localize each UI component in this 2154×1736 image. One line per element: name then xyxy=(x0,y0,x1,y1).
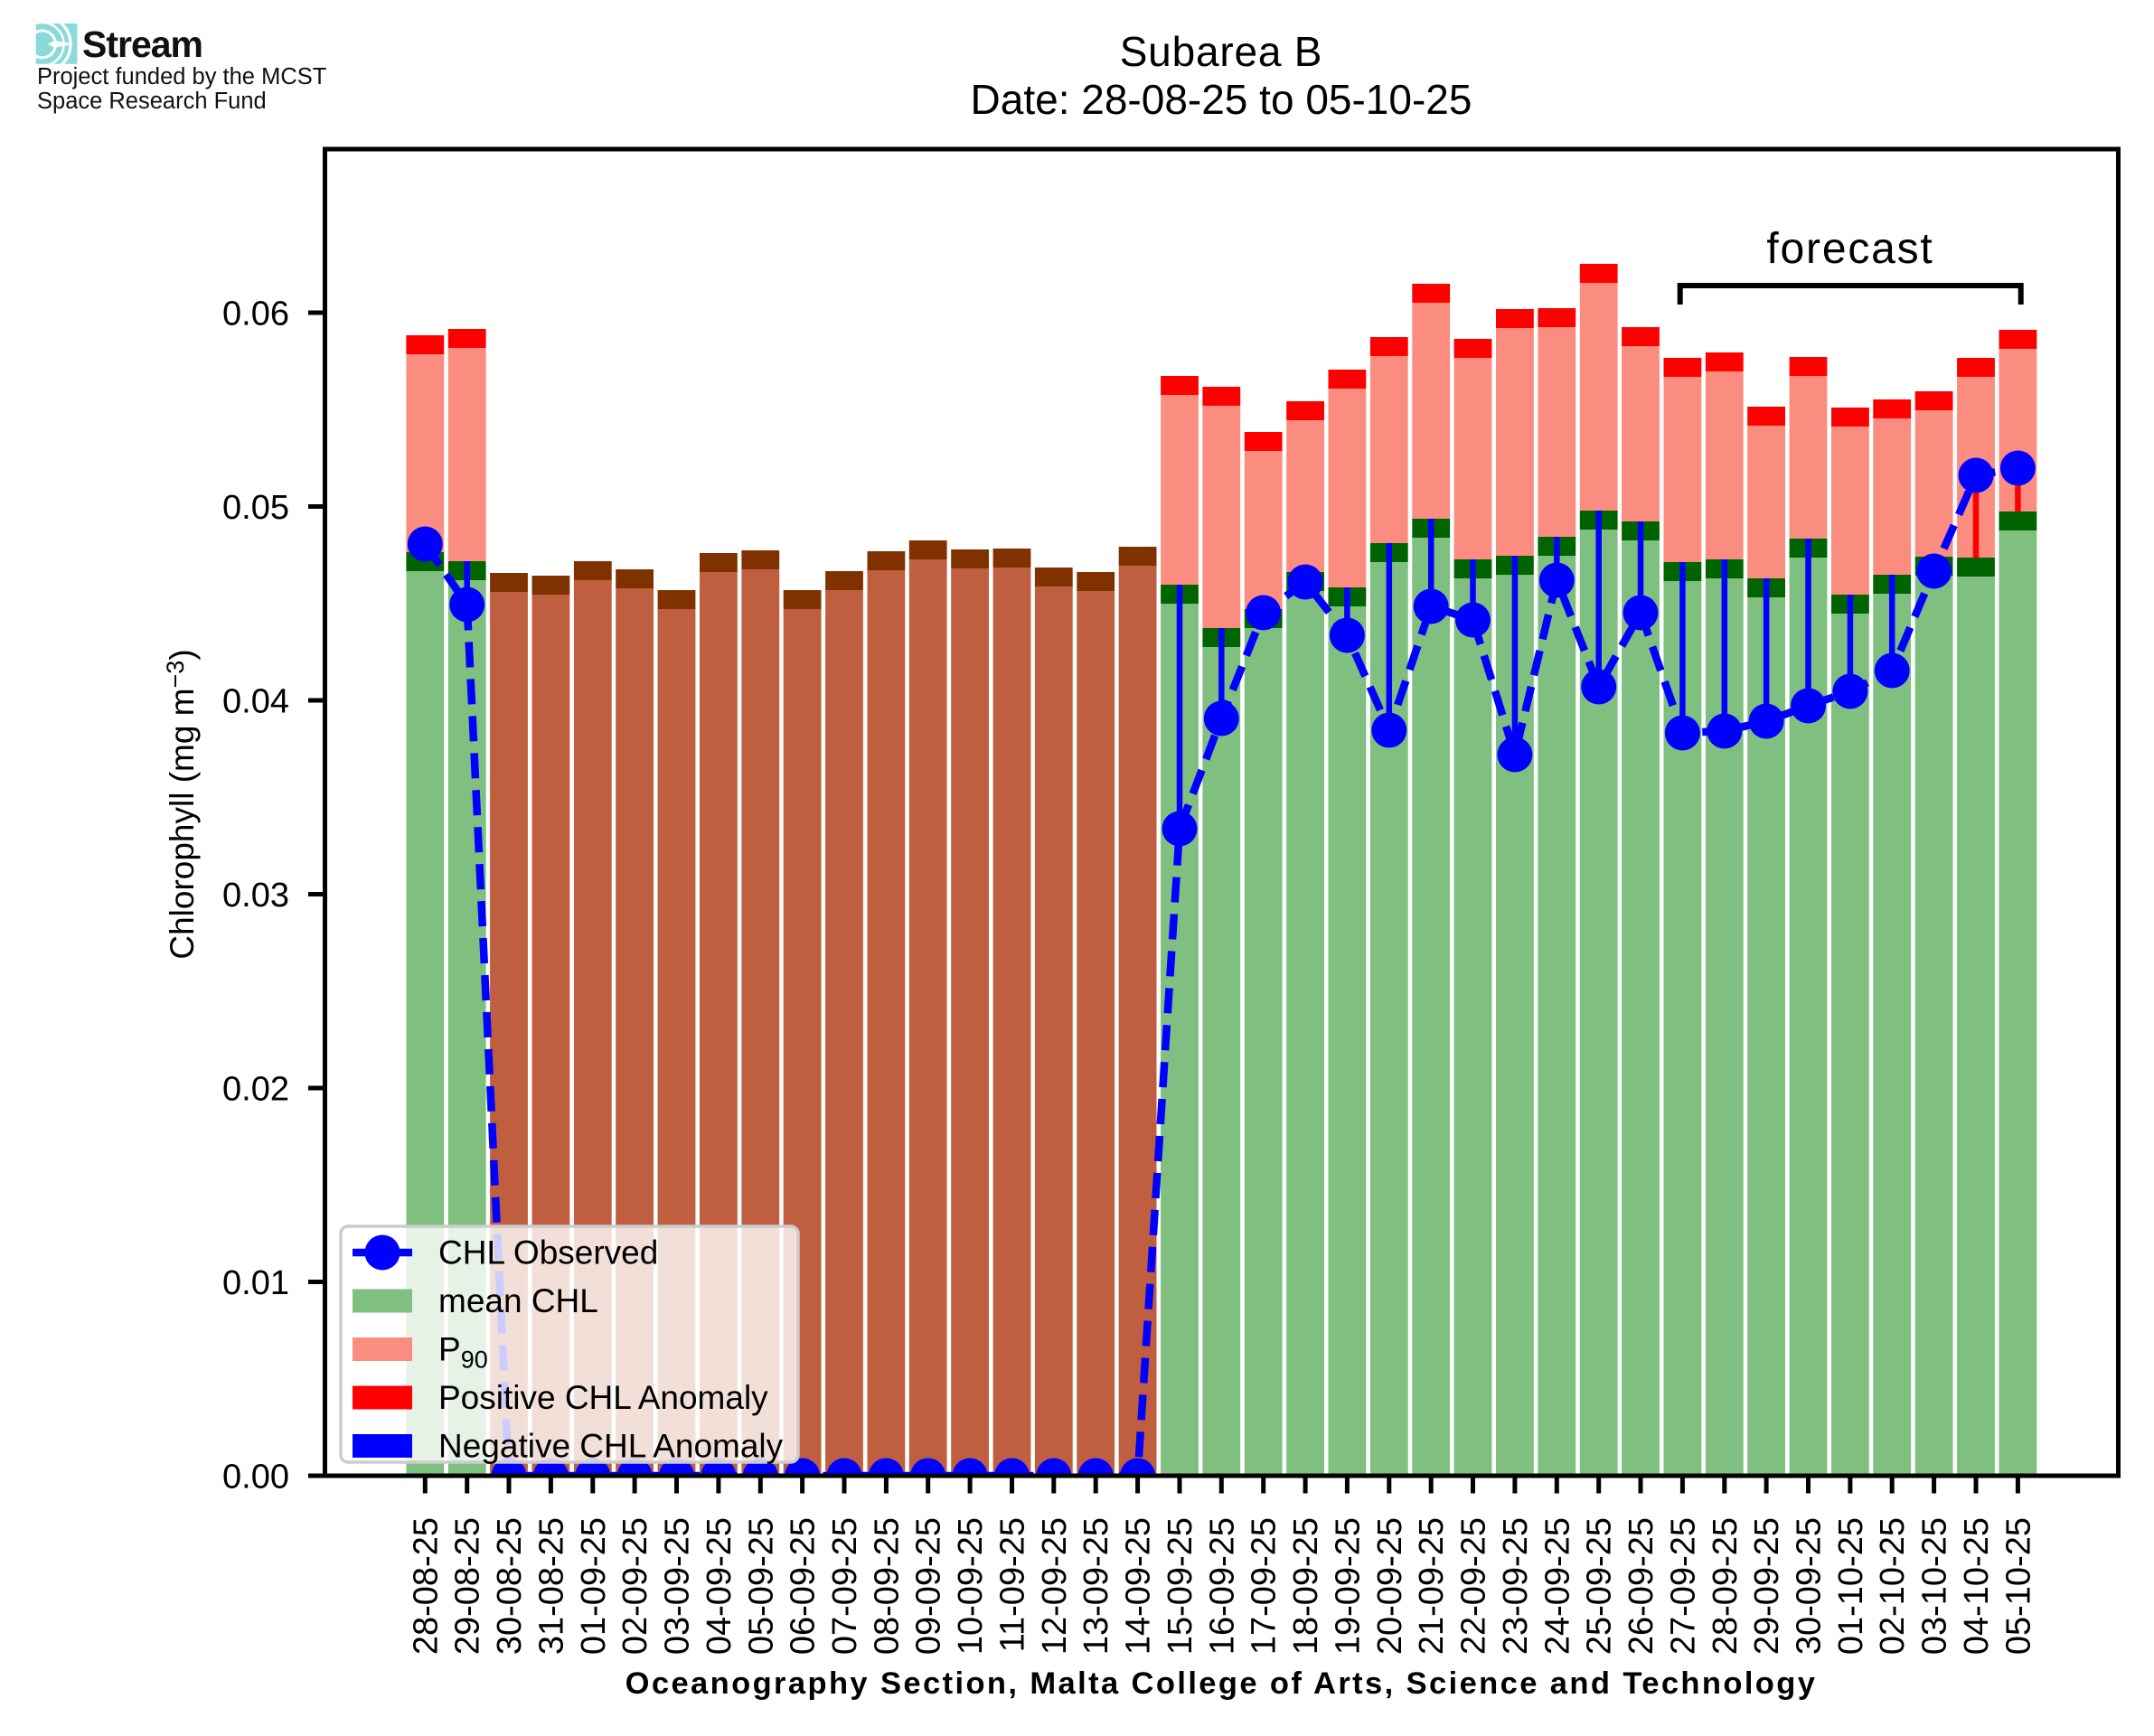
svg-text:02-10-25: 02-10-25 xyxy=(1874,1517,1912,1655)
svg-text:23-09-25: 23-09-25 xyxy=(1497,1517,1535,1655)
svg-text:30-09-25: 30-09-25 xyxy=(1791,1517,1829,1655)
svg-text:11-09-25: 11-09-25 xyxy=(994,1517,1032,1652)
svg-text:14-09-25: 14-09-25 xyxy=(1120,1517,1158,1655)
svg-text:Negative CHL Anomaly: Negative CHL Anomaly xyxy=(438,1428,784,1465)
svg-text:31-08-25: 31-08-25 xyxy=(532,1517,570,1655)
svg-text:Positive CHL Anomaly: Positive CHL Anomaly xyxy=(438,1379,768,1416)
svg-text:27-09-25: 27-09-25 xyxy=(1664,1517,1702,1655)
svg-text:forecast: forecast xyxy=(1766,225,1933,273)
svg-text:29-08-25: 29-08-25 xyxy=(449,1517,487,1655)
svg-text:CHL Observed: CHL Observed xyxy=(438,1234,658,1272)
svg-text:03-09-25: 03-09-25 xyxy=(659,1517,697,1655)
svg-text:08-09-25: 08-09-25 xyxy=(868,1517,906,1655)
svg-text:01-10-25: 01-10-25 xyxy=(1832,1517,1870,1655)
svg-text:04-10-25: 04-10-25 xyxy=(1958,1517,1996,1655)
svg-text:0.00: 0.00 xyxy=(222,1459,289,1497)
svg-text:Date: 28-08-25 to 05-10-25: Date: 28-08-25 to 05-10-25 xyxy=(971,76,1472,123)
svg-text:0.02: 0.02 xyxy=(222,1071,289,1109)
svg-text:20-09-25: 20-09-25 xyxy=(1371,1517,1409,1655)
svg-text:07-09-25: 07-09-25 xyxy=(826,1517,864,1655)
svg-text:02-09-25: 02-09-25 xyxy=(616,1517,654,1655)
svg-text:26-09-25: 26-09-25 xyxy=(1623,1517,1660,1655)
svg-text:06-09-25: 06-09-25 xyxy=(785,1517,823,1655)
svg-text:05-09-25: 05-09-25 xyxy=(742,1517,780,1655)
svg-text:25-09-25: 25-09-25 xyxy=(1581,1517,1619,1655)
svg-text:0.05: 0.05 xyxy=(222,489,289,527)
svg-text:29-09-25: 29-09-25 xyxy=(1748,1517,1786,1655)
svg-text:Chlorophyll (mg m−3): Chlorophyll (mg m−3) xyxy=(162,649,201,959)
svg-text:Space Research Fund: Space Research Fund xyxy=(37,89,267,114)
svg-text:01-09-25: 01-09-25 xyxy=(575,1517,613,1655)
svg-text:Project funded by the MCST: Project funded by the MCST xyxy=(37,64,326,89)
svg-text:0.06: 0.06 xyxy=(222,296,289,333)
svg-text:0.04: 0.04 xyxy=(222,683,289,721)
svg-text:28-09-25: 28-09-25 xyxy=(1707,1517,1745,1655)
svg-text:17-09-25: 17-09-25 xyxy=(1246,1517,1284,1655)
svg-text:13-09-25: 13-09-25 xyxy=(1077,1517,1115,1655)
svg-text:0.01: 0.01 xyxy=(222,1264,289,1302)
svg-text:18-09-25: 18-09-25 xyxy=(1287,1517,1325,1655)
svg-text:19-09-25: 19-09-25 xyxy=(1329,1517,1367,1655)
svg-text:16-09-25: 16-09-25 xyxy=(1203,1517,1241,1655)
svg-text:15-09-25: 15-09-25 xyxy=(1162,1517,1199,1655)
svg-text:Subarea B: Subarea B xyxy=(1120,28,1323,75)
svg-text:04-09-25: 04-09-25 xyxy=(701,1517,738,1655)
svg-text:10-09-25: 10-09-25 xyxy=(952,1517,990,1655)
svg-text:Oceanography Section, Malta Co: Oceanography Section, Malta College of A… xyxy=(626,1666,1818,1701)
svg-text:Stream: Stream xyxy=(82,23,202,65)
svg-text:09-09-25: 09-09-25 xyxy=(910,1517,948,1655)
svg-text:mean CHL: mean CHL xyxy=(438,1282,598,1319)
svg-text:28-08-25: 28-08-25 xyxy=(407,1517,445,1655)
svg-text:03-10-25: 03-10-25 xyxy=(1916,1517,1954,1655)
svg-text:05-10-25: 05-10-25 xyxy=(1999,1517,2037,1655)
svg-text:21-09-25: 21-09-25 xyxy=(1413,1517,1451,1655)
svg-text:24-09-25: 24-09-25 xyxy=(1538,1517,1576,1655)
svg-text:0.03: 0.03 xyxy=(222,877,289,915)
svg-text:30-08-25: 30-08-25 xyxy=(491,1517,529,1655)
svg-text:22-09-25: 22-09-25 xyxy=(1455,1517,1493,1655)
svg-text:12-09-25: 12-09-25 xyxy=(1036,1517,1074,1655)
